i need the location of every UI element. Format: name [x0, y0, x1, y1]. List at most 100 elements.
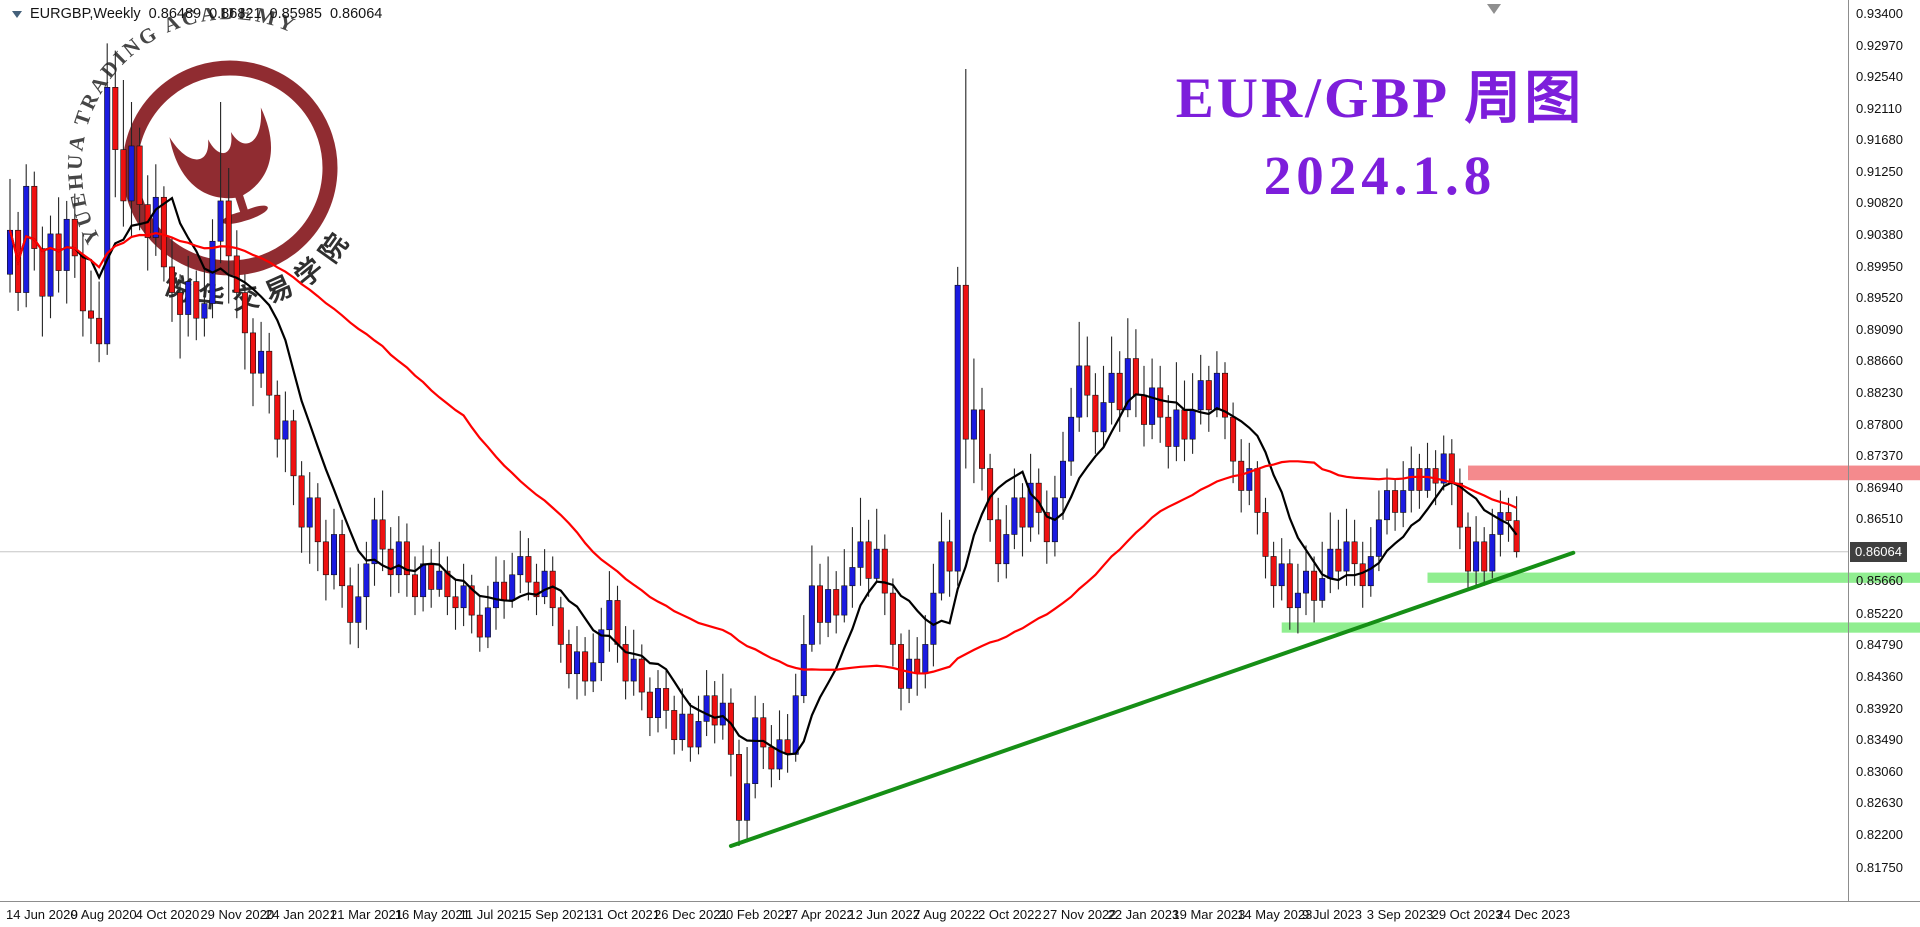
price-axis-label: 0.83490 [1856, 732, 1903, 748]
price-axis-label: 0.88660 [1856, 353, 1903, 369]
candle-down [671, 710, 678, 741]
candle-up [541, 570, 548, 598]
candle-down [1392, 490, 1399, 513]
watermark-ring [122, 60, 338, 276]
candle-down [39, 248, 46, 297]
price-axis-label: 0.86940 [1856, 479, 1903, 495]
candle-down [549, 570, 556, 609]
candle-up [954, 284, 961, 572]
candle-up [1076, 365, 1083, 418]
resistance-zone[interactable] [1468, 465, 1920, 481]
candle-down [274, 394, 281, 440]
candle-down [1035, 482, 1042, 513]
candle-up [922, 644, 929, 675]
candle-up [1400, 490, 1407, 513]
candle-up [1108, 372, 1115, 403]
candle-up [330, 534, 337, 576]
time-axis-label: 14 May 2023 [1237, 907, 1313, 922]
support-zone[interactable] [1427, 572, 1920, 583]
candle-up [695, 721, 702, 748]
candle-down [816, 585, 823, 623]
time-axis-label: 31 Oct 2021 [589, 907, 661, 922]
time-axis-label: 20 Feb 2022 [718, 907, 792, 922]
price-axis-label: 0.88230 [1856, 384, 1903, 400]
candle-up [654, 688, 661, 719]
candle-down [889, 592, 896, 645]
chart-canvas[interactable] [0, 0, 1920, 901]
candle-up [1473, 541, 1480, 572]
candle-down [387, 548, 394, 576]
candle-down [1262, 512, 1269, 557]
candle-down [290, 420, 297, 477]
price-axis-label: 0.85660 [1856, 573, 1903, 589]
candle-up [776, 739, 783, 770]
candle-down [760, 717, 767, 748]
chart-annotation: EUR/GBP 周图 2024.1.8 [1030, 66, 1730, 207]
candle-down [711, 695, 718, 726]
time-axis-label: 27 Nov 2022 [1042, 907, 1117, 922]
price-axis-label: 0.81750 [1856, 860, 1903, 875]
candle-up [420, 563, 427, 598]
time-axis[interactable]: 14 Jun 2020 9 Aug 2020 4 Oct 2020 29 Nov 20… [0, 901, 1920, 927]
candle-down [614, 600, 621, 645]
time-axis-label: 21 Mar 2021 [330, 907, 403, 922]
candle-down [1286, 563, 1293, 609]
candle-down [768, 746, 775, 770]
candle-down [1181, 409, 1188, 440]
time-axis-label: 14 Jun 2020 [6, 907, 78, 922]
ohlc-low-value: 0.85985 [269, 6, 322, 22]
annotation-date-text: 2024.1.8 [1263, 144, 1497, 206]
candle-down [784, 739, 791, 755]
time-axis-label: 2 Oct 2022 [978, 907, 1042, 922]
candle-down [727, 702, 734, 755]
candle-down [978, 409, 985, 469]
ma-fast-line[interactable] [8, 196, 1518, 756]
candle-down [347, 585, 354, 623]
candle-down [379, 519, 386, 550]
candle-up [395, 541, 402, 576]
chart-collapse-icon[interactable] [12, 10, 22, 18]
candle-down [881, 548, 888, 594]
price-axis-label: 0.89950 [1856, 258, 1903, 274]
candle-down [1084, 365, 1091, 396]
candle-up [1060, 460, 1067, 499]
candle-up [930, 592, 937, 645]
candle-down [112, 87, 119, 150]
price-axis-label: 0.92540 [1856, 69, 1903, 85]
time-axis-label: 11 Jul 2021 [459, 907, 526, 922]
candle-up [719, 702, 726, 726]
candle-down [1157, 387, 1164, 418]
candle-down [1230, 416, 1237, 462]
candle-up [825, 589, 832, 623]
candle-down [565, 644, 572, 675]
candle-down [177, 292, 184, 315]
candle-down [1351, 541, 1358, 565]
ma-slow-line[interactable] [8, 229, 1518, 675]
time-axis-label: 7 Aug 2022 [913, 907, 979, 922]
candle-down [1513, 520, 1520, 553]
price-axis-label: 0.89090 [1856, 321, 1903, 337]
candle-up [906, 658, 913, 689]
price-axis[interactable]: 0.86064 0.93400 0.92970 0.92540 0.92110 0.91… [1848, 0, 1920, 901]
price-axis-label: 0.93400 [1856, 6, 1903, 21]
candle-up [355, 596, 362, 623]
candle-up [517, 556, 524, 576]
candle-up [1375, 519, 1382, 557]
candle-up [1294, 592, 1301, 609]
candle-down [833, 589, 840, 616]
price-axis-label: 0.85220 [1856, 605, 1903, 621]
candle-down [233, 255, 240, 293]
candle-up [1246, 468, 1253, 491]
support-zone[interactable] [1281, 622, 1920, 633]
support-trendline[interactable] [728, 550, 1576, 849]
candle-up [938, 541, 945, 594]
candle-up [436, 570, 443, 590]
candle-up [590, 662, 597, 682]
time-axis-label: 24 Jan 2021 [265, 907, 337, 922]
candle-up [792, 695, 799, 755]
candle-down [1432, 468, 1439, 484]
candle-up [1100, 402, 1107, 433]
candle-down [582, 651, 589, 682]
candle-down [88, 310, 95, 319]
chart-shift-marker-icon[interactable] [1487, 4, 1501, 14]
